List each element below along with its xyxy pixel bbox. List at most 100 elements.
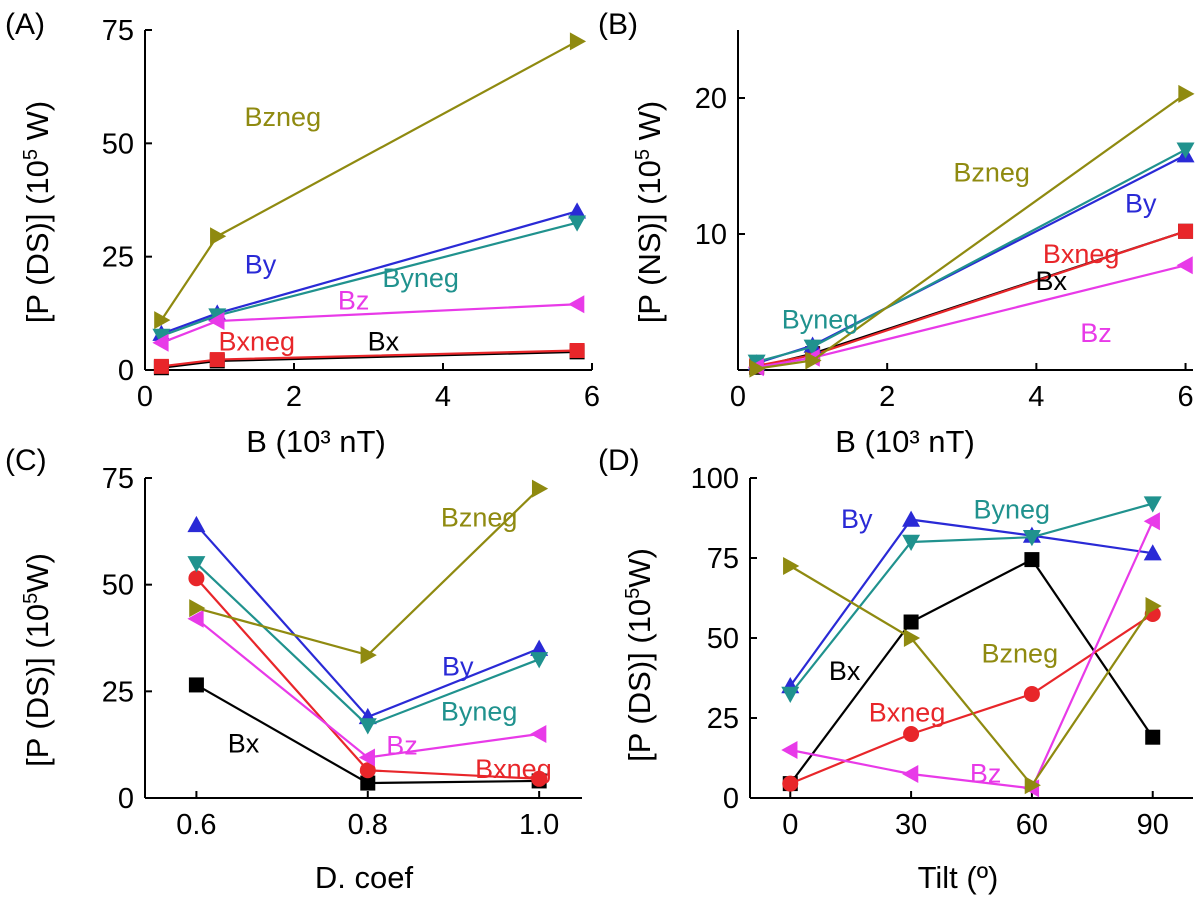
data-point-byneg bbox=[1022, 530, 1041, 547]
panel-c: (C) 0.6 0.8 1.0 0 25 50 75 Bzneg By Byneg Bz Bxneg B… bbox=[5, 444, 582, 895]
data-point-bzneg bbox=[154, 311, 171, 330]
data-point-bz bbox=[781, 741, 798, 759]
x-tick-label: 1.0 bbox=[519, 809, 559, 841]
data-point-bxneg bbox=[359, 762, 376, 779]
data-point-by bbox=[530, 639, 549, 656]
series-label-bz: Bz bbox=[970, 758, 1002, 788]
y-tick-label: 50 bbox=[102, 570, 134, 602]
data-point-bxneg bbox=[153, 358, 169, 374]
data-point-bx bbox=[360, 775, 376, 791]
y-tick-label: 10 bbox=[695, 219, 727, 251]
y-tick-label: 25 bbox=[102, 242, 134, 274]
data-point-bzneg bbox=[1178, 84, 1195, 103]
series-label-bz: Bz bbox=[338, 286, 370, 316]
y-axis-title: [P (NS)] (105 W) bbox=[632, 101, 667, 323]
y-tick-label: 25 bbox=[707, 703, 739, 735]
series-label-by: By bbox=[442, 652, 474, 682]
plot-area: 0 2 4 6 0 25 50 75 Bzneg By Byneg Bz Bxneg Bx bbox=[102, 15, 600, 413]
data-point-bz bbox=[358, 748, 375, 767]
x-tick-label: 0 bbox=[730, 381, 746, 413]
y-tick-label: 50 bbox=[707, 623, 739, 655]
series-label-bx: Bx bbox=[228, 729, 260, 759]
y-tick-label: 0 bbox=[118, 783, 134, 815]
x-tick-label: 0.8 bbox=[348, 809, 388, 841]
series-label-byneg: Byneg bbox=[973, 494, 1050, 524]
data-point-bz bbox=[902, 765, 919, 783]
data-point-bxneg bbox=[1178, 223, 1194, 239]
y-axis-title: [P (DS)] (105W) bbox=[20, 553, 55, 767]
y-tick-label: 75 bbox=[707, 543, 739, 575]
panel-label: (D) bbox=[598, 444, 640, 477]
x-tick-label: 6 bbox=[584, 381, 600, 413]
data-point-by bbox=[568, 202, 587, 219]
data-point-bzneg bbox=[783, 557, 800, 575]
data-point-byneg bbox=[187, 556, 206, 573]
x-axis-title: B (10³ nT) bbox=[246, 424, 386, 459]
x-tick-label: 90 bbox=[1137, 809, 1169, 841]
data-point-bxneg bbox=[531, 770, 548, 787]
data-point-byneg bbox=[568, 215, 587, 232]
y-tick-label: 75 bbox=[102, 463, 134, 495]
data-point-bzneg bbox=[903, 629, 921, 647]
data-point-bzneg bbox=[189, 599, 206, 618]
data-point-bzneg bbox=[531, 479, 549, 498]
x-tick-label: 0 bbox=[137, 381, 153, 413]
series-label-bx: Bx bbox=[368, 327, 400, 357]
series-label-by: By bbox=[245, 249, 277, 279]
data-point-bz bbox=[1176, 256, 1193, 275]
data-point-bzneg bbox=[210, 227, 227, 246]
data-point-byneg bbox=[530, 652, 549, 669]
data-point-bxneg bbox=[1023, 686, 1040, 702]
series-label-bxneg: Bxneg bbox=[475, 754, 552, 784]
x-tick-label: 2 bbox=[286, 381, 302, 413]
data-point-bzneg bbox=[1145, 597, 1162, 615]
series-label-byneg: Byneg bbox=[441, 697, 518, 727]
data-point-bzneg bbox=[805, 351, 822, 370]
data-point-byneg bbox=[803, 339, 822, 356]
series-label-bxneg: Bxneg bbox=[1043, 239, 1120, 269]
series-line-bzneg bbox=[789, 565, 1154, 788]
data-point-bz bbox=[568, 295, 585, 314]
y-axis-title: [P (DS)] (105 W) bbox=[20, 101, 55, 323]
series-label-by: By bbox=[841, 504, 873, 534]
data-point-byneg bbox=[152, 328, 171, 345]
data-point-by bbox=[902, 510, 921, 527]
data-point-byneg bbox=[781, 686, 800, 703]
data-point-bzneg bbox=[1024, 776, 1041, 795]
y-tick-label: 0 bbox=[118, 355, 134, 387]
data-point-bzneg bbox=[569, 32, 587, 51]
series-line-byneg bbox=[789, 502, 1154, 695]
x-tick-label: 6 bbox=[1177, 381, 1193, 413]
x-tick-label: 60 bbox=[1016, 809, 1048, 841]
x-axis-title: Tilt (º) bbox=[918, 860, 999, 895]
panel-label: (A) bbox=[5, 8, 45, 41]
x-tick-label: 4 bbox=[1028, 381, 1044, 413]
data-point-bxneg bbox=[209, 352, 225, 368]
series-label-by: By bbox=[1125, 189, 1157, 219]
panel-a: (A) 0 2 4 6 0 25 50 75 Bzneg By Byneg Bz Bxneg Bx B (… bbox=[5, 8, 600, 459]
data-point-bx bbox=[188, 677, 204, 693]
data-point-byneg bbox=[358, 718, 377, 735]
data-point-bz bbox=[187, 609, 204, 628]
data-point-by bbox=[187, 515, 206, 533]
panel-label: (C) bbox=[5, 444, 47, 477]
series-label-bx: Bx bbox=[829, 656, 861, 686]
x-tick-label: 4 bbox=[435, 381, 451, 413]
data-point-byneg bbox=[902, 534, 921, 551]
data-point-bx bbox=[903, 614, 919, 630]
series-label-bz: Bz bbox=[1080, 318, 1112, 348]
data-point-bzneg bbox=[749, 359, 766, 378]
y-tick-label: 25 bbox=[102, 676, 134, 708]
x-tick-label: 30 bbox=[895, 809, 927, 841]
series-line-bx bbox=[789, 558, 1154, 785]
y-tick-label: 20 bbox=[695, 83, 727, 115]
panel-label: (B) bbox=[598, 8, 638, 41]
data-point-bx bbox=[1145, 729, 1161, 745]
data-point-bxneg bbox=[903, 726, 920, 742]
y-tick-label: 75 bbox=[102, 15, 134, 47]
data-point-bz bbox=[530, 725, 547, 743]
x-axis-title: D. coef bbox=[315, 860, 414, 895]
series-line-bz bbox=[790, 520, 1154, 790]
panel-d: (D) 0 30 60 90 0 25 50 75 100 By Byneg Bx Bzneg Bxneg… bbox=[598, 444, 1193, 895]
